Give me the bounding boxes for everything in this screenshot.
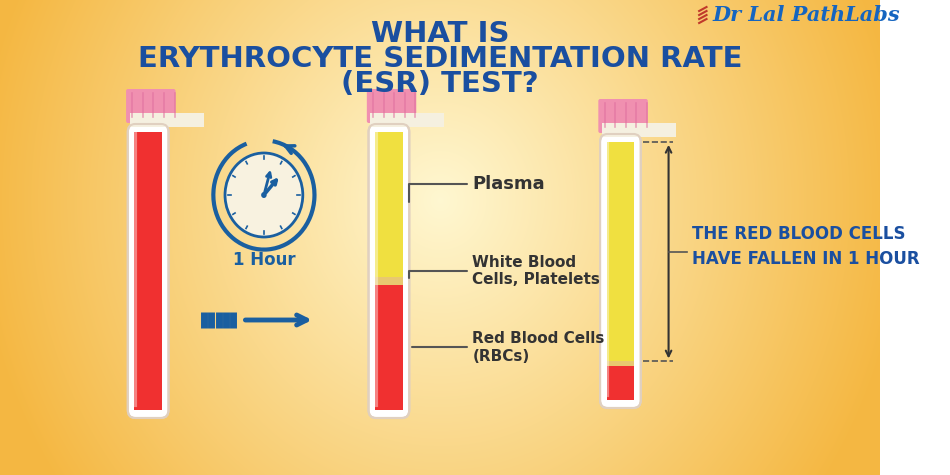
FancyBboxPatch shape [126, 89, 176, 123]
Bar [375, 132, 403, 276]
Text: White Blood
Cells, Platelets: White Blood Cells, Platelets [409, 255, 600, 287]
Bar [602, 123, 675, 137]
Text: ERYTHROCYTE SEDIMENTATION RATE: ERYTHROCYTE SEDIMENTATION RATE [138, 45, 742, 73]
Text: Dr Lal PathLabs: Dr Lal PathLabs [712, 5, 900, 25]
Text: (ESR) TEST?: (ESR) TEST? [341, 70, 539, 98]
Bar [370, 113, 445, 127]
FancyBboxPatch shape [598, 99, 648, 133]
FancyBboxPatch shape [367, 89, 416, 123]
Circle shape [261, 192, 267, 198]
Bar [134, 132, 162, 410]
Text: 1 Hour: 1 Hour [233, 251, 295, 269]
Bar [606, 361, 635, 366]
Text: THE RED BLOOD CELLS
HAVE FALLEN IN 1 HOUR: THE RED BLOOD CELLS HAVE FALLEN IN 1 HOU… [692, 225, 920, 268]
Text: Plasma: Plasma [409, 175, 545, 201]
FancyBboxPatch shape [600, 134, 641, 408]
Bar [606, 142, 635, 361]
Bar [130, 113, 203, 127]
FancyBboxPatch shape [128, 124, 168, 418]
Bar [606, 366, 635, 400]
FancyBboxPatch shape [369, 124, 409, 418]
Text: WHAT IS: WHAT IS [370, 20, 509, 48]
Text: Red Blood Cells
(RBCs): Red Blood Cells (RBCs) [412, 331, 604, 364]
Bar [375, 285, 403, 410]
Circle shape [225, 153, 303, 237]
Bar [375, 276, 403, 285]
